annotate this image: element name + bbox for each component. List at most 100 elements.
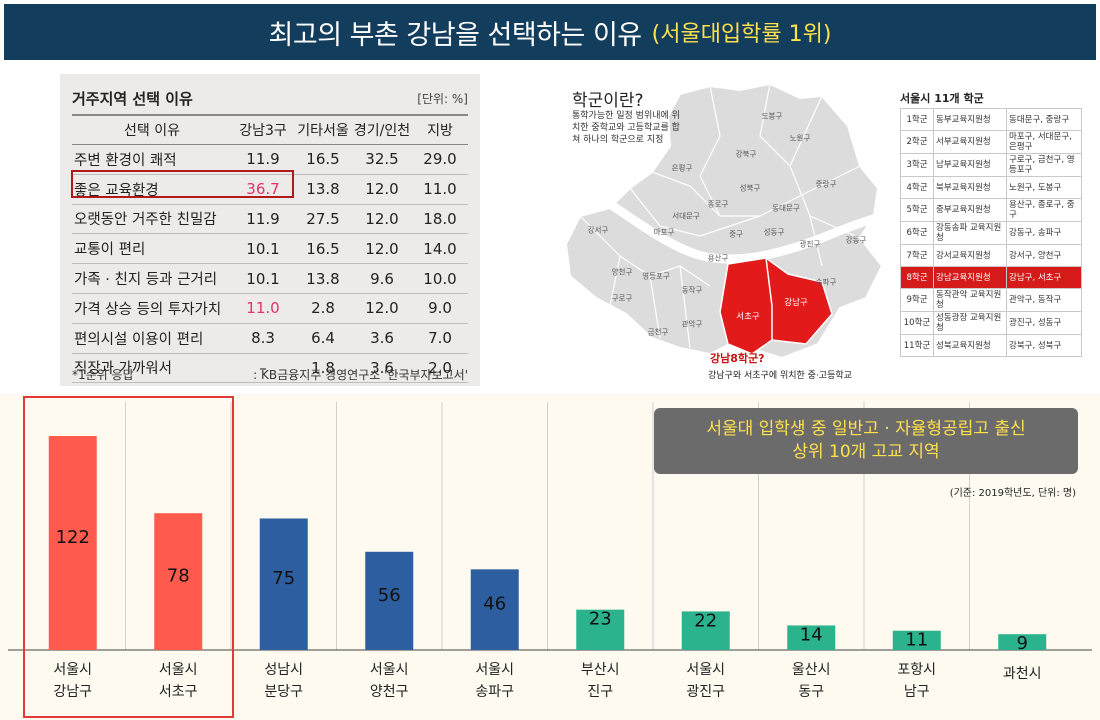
han-river <box>560 172 900 264</box>
table-cell: 6.4 <box>294 323 352 354</box>
category-label: 진구 <box>587 684 613 700</box>
bar <box>48 436 97 650</box>
category-label: 서울시 <box>370 662 409 678</box>
map-title: 학군이란? <box>572 91 644 111</box>
district-label: 동작구 <box>681 285 703 295</box>
table-cell: 10.1 <box>232 233 294 265</box>
admission-chart-panel: 122 서울시 강남구 78 서울시 서초구 75 성남시 분당구 56 서울시 양천구 46 서울시 송파… <box>0 394 1100 720</box>
table-cell: 4학군 <box>900 176 934 199</box>
table-row: 가격 상승 등의 투자가치 11.0 2.8 12.0 9.0 <box>72 293 468 324</box>
bar <box>892 630 941 650</box>
table-cell: 중부교육지원청 <box>933 198 1007 222</box>
table-cell: 7학군 <box>900 244 934 267</box>
table-cell: 9.0 <box>412 293 468 324</box>
table-cell: 2.8 <box>294 293 352 324</box>
bar-value-label: 78 <box>167 566 190 587</box>
category-label: 동구 <box>798 684 824 700</box>
table-cell: 8학군 <box>900 266 934 289</box>
top-two-highlight-box <box>23 396 234 718</box>
district-label: 강북구 <box>735 149 757 159</box>
table-cell: 12.0 <box>352 233 412 265</box>
category-label: 송파구 <box>475 684 514 700</box>
table-cell: 10.1 <box>232 263 294 294</box>
bar <box>787 625 836 650</box>
table-row: 4학군 북부교육지원청 노원구, 도봉구 <box>900 176 1082 199</box>
header-cell: 지방 <box>412 114 468 145</box>
table-cell: 13.8 <box>294 174 352 205</box>
table-cell: 구로구, 금천구, 영등포구 <box>1006 153 1082 177</box>
table-cell: 1학군 <box>900 108 934 131</box>
table-cell: 동작관악 교육지원청 <box>933 288 1007 312</box>
table-cell: 11학군 <box>900 334 934 357</box>
table-row: 11학군 성북교육지원청 강북구, 성북구 <box>900 334 1082 357</box>
district-label: 관악구 <box>681 319 703 329</box>
reason-label: 주변 환경이 쾌적 <box>72 144 232 175</box>
category-label: 남구 <box>904 684 930 700</box>
info-line-2: 상위 10개 고교 지역 <box>792 442 940 462</box>
district-label: 금천구 <box>647 327 669 337</box>
category-label: 성남시 <box>264 662 303 678</box>
category-label: 서울시 <box>159 662 198 678</box>
table-cell: 32.5 <box>352 144 412 175</box>
bar-value-label: 14 <box>800 624 823 645</box>
district-borders <box>579 83 861 349</box>
header-cell: 강남3구 <box>232 114 294 145</box>
table-row: 좋은 교육환경 36.7 13.8 12.0 11.0 <box>72 174 468 205</box>
table-cell: 용산구, 종로구, 중구 <box>1006 198 1082 222</box>
district-label: 노원구 <box>789 133 811 143</box>
table-cell: 강북구, 성북구 <box>1006 334 1082 357</box>
table-cell: 노원구, 도봉구 <box>1006 176 1082 199</box>
bar <box>259 518 308 650</box>
table-row: 오랫동안 거주한 친밀감 11.9 27.5 12.0 18.0 <box>72 204 468 235</box>
table-cell: 27.5 <box>294 204 352 235</box>
table-cell: 3.6 <box>352 323 412 354</box>
bar-value-label: 46 <box>483 594 506 615</box>
table-cell: 3.6 <box>352 353 412 384</box>
table-cell: 강동구, 송파구 <box>1006 221 1082 245</box>
table-row: 편의시설 이용이 편리 8.3 6.4 3.6 7.0 <box>72 323 468 354</box>
district-label: 도봉구 <box>761 111 783 121</box>
table-cell: 11.9 <box>232 144 294 175</box>
map-description: 통학가능한 일정 범위내에 위치한 중학교와 고등학교를 합쳐 하나의 학군으로… <box>572 111 680 145</box>
table-row: 1학군 동부교육지원청 동대문구, 중랑구 <box>900 108 1082 131</box>
bar <box>576 609 625 650</box>
table-header: 거주지역 선택 이유 [단위: %] <box>72 88 468 108</box>
table-row: 10학군 성동광장 교육지원청 광진구, 성동구 <box>900 311 1082 335</box>
table-row: 2학군 서부교육지원청 마포구, 서대문구, 은평구 <box>900 130 1082 154</box>
district-label: 양천구 <box>611 267 633 277</box>
table-cell: 성북교육지원청 <box>933 334 1007 357</box>
category-label: 과천시 <box>1003 666 1042 682</box>
bar <box>998 634 1047 650</box>
table-cell: 10학군 <box>900 311 934 335</box>
reason-label: 교통이 편리 <box>72 233 232 265</box>
education-highlight-box <box>71 170 294 198</box>
map-caption-title: 강남8학군? <box>710 352 765 365</box>
banner-title: 최고의 부촌 강남을 선택하는 이유 <box>268 19 643 51</box>
table-unit: [단위: %] <box>417 92 468 106</box>
table-title: 거주지역 선택 이유 <box>72 90 193 108</box>
table-footnote: *1순위 응답 <box>72 368 134 382</box>
table-source: : KB금융지주 경영연구소 '한국부자보고서' <box>253 368 468 382</box>
table-cell: 남부교육지원청 <box>933 153 1007 177</box>
table-cell: 9.6 <box>352 263 412 294</box>
table-cell: 9학군 <box>900 288 934 312</box>
reason-label: 직장과 가까워서 <box>72 353 232 384</box>
bar <box>154 513 203 650</box>
gangnam-8-district <box>719 257 833 355</box>
school-district-table: 1학군 동부교육지원청 동대문구, 중랑구 2학군 서부교육지원청 마포구, 서대문구,… <box>900 108 1082 357</box>
reason-label: 가격 상승 등의 투자가치 <box>72 293 232 324</box>
district-label: 강남구 <box>784 298 808 308</box>
table-row: 직장과 가까워서 – 1.8 3.6 2.0 <box>72 353 468 384</box>
reason-label: 오랫동안 거주한 친밀감 <box>72 204 232 235</box>
table-cell: 14.0 <box>412 233 468 265</box>
title-banner: 최고의 부촌 강남을 선택하는 이유 (서울대입학률 1위) <box>4 4 1096 60</box>
category-label: 서울시 <box>686 662 725 678</box>
table-cell: 관악구, 동작구 <box>1006 288 1082 312</box>
table-cell: 강남구, 서초구 <box>1006 266 1082 289</box>
table-row: 가족 · 친지 등과 근거리 10.1 13.8 9.6 10.0 <box>72 263 468 294</box>
info-line-1: 서울대 입학생 중 일반고 · 자율형공립고 출신 <box>706 419 1026 439</box>
table-cell: 13.8 <box>294 263 352 294</box>
table-cell: 5학군 <box>900 198 934 222</box>
table-cell: 동대문구, 중랑구 <box>1006 108 1082 131</box>
